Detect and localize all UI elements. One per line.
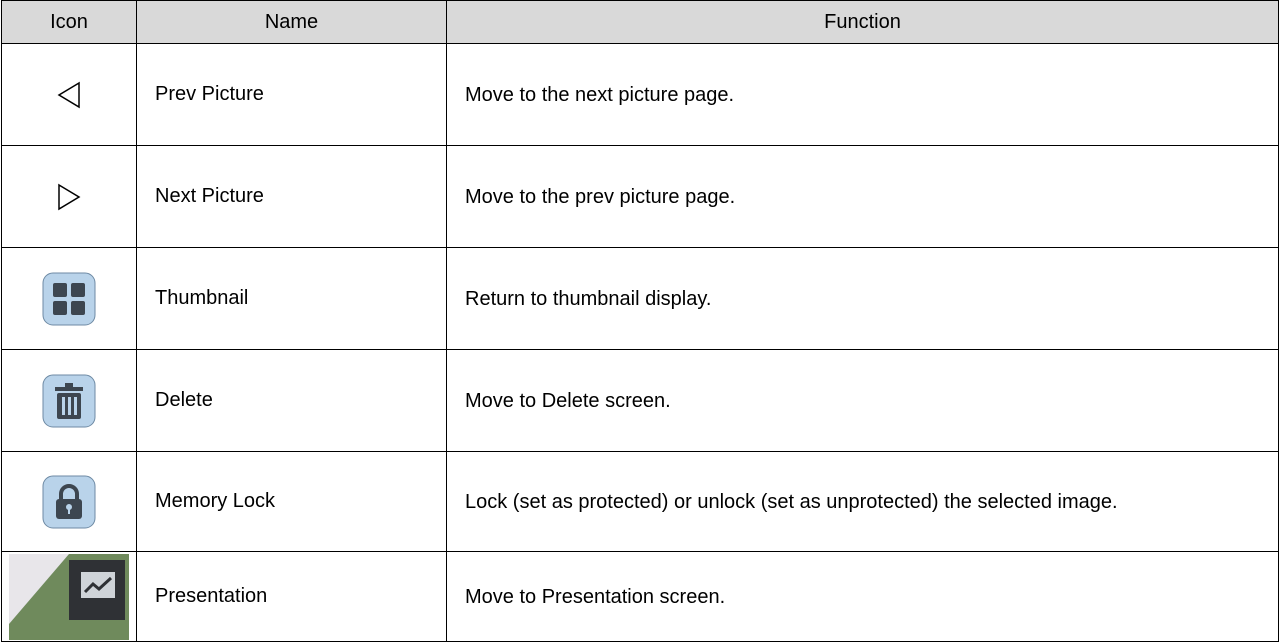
row: Memory Lock Lock (set as protected) or u… xyxy=(1,451,1279,552)
function-cell: Lock (set as protected) or unlock (set a… xyxy=(446,451,1279,552)
name-cell: Prev Picture xyxy=(136,43,447,146)
thumbnail-icon xyxy=(42,272,96,325)
header-cell: Icon xyxy=(1,0,137,44)
function-cell: Return to thumbnail display. xyxy=(446,247,1279,350)
header-row: Icon Name Function xyxy=(1,0,1279,44)
name-cell: Next Picture xyxy=(136,145,447,248)
name-cell: Delete xyxy=(136,349,447,452)
name-cell: Presentation xyxy=(136,551,447,642)
next-icon xyxy=(58,183,81,210)
icon-cell xyxy=(1,451,137,552)
prev-icon xyxy=(57,81,80,108)
row: Thumbnail Return to thumbnail display. xyxy=(1,247,1279,350)
row: Delete Move to Delete screen. xyxy=(1,349,1279,452)
icon-cell xyxy=(1,551,137,642)
delete-icon xyxy=(42,374,96,427)
function-cell: Move to Delete screen. xyxy=(446,349,1279,452)
row: Prev Picture Move to the next picture pa… xyxy=(1,43,1279,146)
function-cell: Move to the prev picture page. xyxy=(446,145,1279,248)
presentation-icon xyxy=(9,553,129,640)
row: Presentation Move to Presentation screen… xyxy=(1,551,1279,642)
header-cell: Name xyxy=(136,0,447,44)
function-cell: Move to Presentation screen. xyxy=(446,551,1279,642)
icon-cell xyxy=(1,247,137,350)
name-cell: Memory Lock xyxy=(136,451,447,552)
name-cell: Thumbnail xyxy=(136,247,447,350)
function-cell: Move to the next picture page. xyxy=(446,43,1279,146)
row: Next Picture Move to the prev picture pa… xyxy=(1,145,1279,248)
header-cell: Function xyxy=(446,0,1279,44)
icon-cell xyxy=(1,349,137,452)
lock-icon xyxy=(42,475,96,528)
icon-cell xyxy=(1,43,137,146)
icon-cell xyxy=(1,145,137,248)
